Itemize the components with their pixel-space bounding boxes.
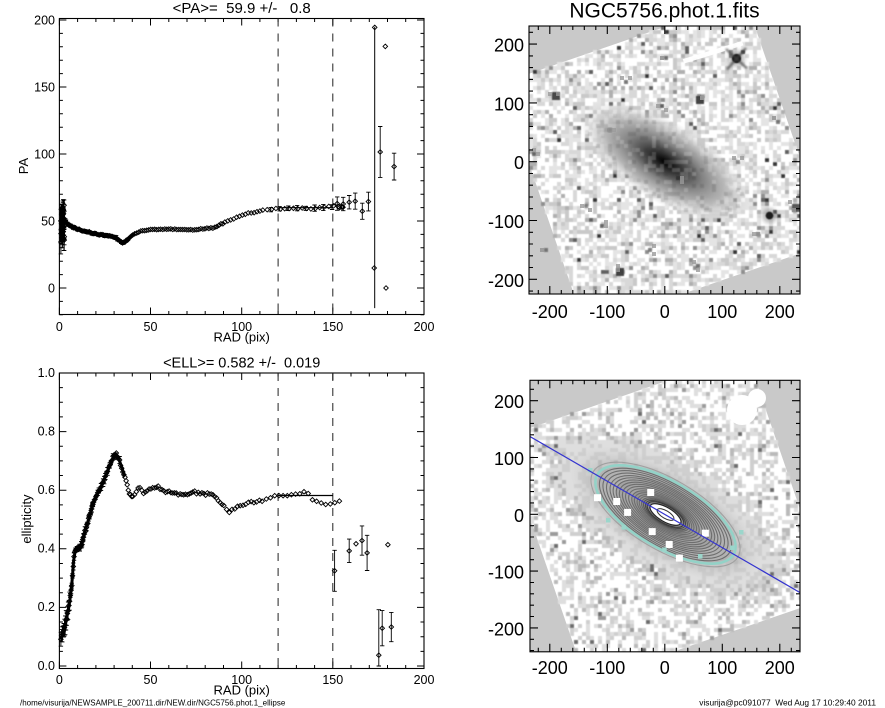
svg-text:0.8: 0.8 — [38, 424, 55, 438]
svg-text:50: 50 — [144, 320, 158, 334]
svg-text:-200: -200 — [488, 271, 524, 291]
svg-text:0: 0 — [514, 506, 524, 526]
svg-text:100: 100 — [494, 94, 524, 114]
svg-text:0: 0 — [56, 673, 63, 687]
svg-text:0: 0 — [660, 302, 670, 322]
svg-text:0: 0 — [48, 282, 55, 296]
svg-text:0.4: 0.4 — [38, 542, 55, 556]
svg-text:NGC5756.phot.1.fits: NGC5756.phot.1.fits — [569, 0, 759, 23]
svg-text:0: 0 — [514, 153, 524, 173]
svg-text:-100: -100 — [589, 658, 625, 678]
svg-text:150: 150 — [34, 81, 55, 95]
svg-text:200: 200 — [414, 673, 435, 687]
svg-text:150: 150 — [322, 320, 343, 334]
svg-text:200: 200 — [765, 658, 795, 678]
svg-text:-100: -100 — [488, 563, 524, 583]
svg-text:visurija@pc091077 Wed Aug 17: visurija@pc091077 Wed Aug 17 10:29:40 20… — [699, 698, 876, 708]
svg-text:0.0: 0.0 — [38, 659, 55, 673]
svg-text:200: 200 — [494, 36, 524, 56]
svg-text:0: 0 — [660, 658, 670, 678]
svg-text:0.2: 0.2 — [38, 600, 55, 614]
svg-text:-200: -200 — [488, 619, 524, 639]
svg-text:0: 0 — [56, 320, 63, 334]
svg-text:200: 200 — [34, 14, 55, 28]
svg-text:RAD (pix): RAD (pix) — [214, 683, 270, 698]
svg-text:1.0: 1.0 — [38, 366, 55, 380]
svg-text:-100: -100 — [488, 212, 524, 232]
svg-text:<ELL>= 0.582 +/- 0.019: <ELL>= 0.582 +/- 0.019 — [163, 356, 320, 372]
svg-text:50: 50 — [144, 673, 158, 687]
svg-text:150: 150 — [322, 673, 343, 687]
svg-text:PA: PA — [16, 157, 31, 174]
svg-text:RAD (pix): RAD (pix) — [214, 330, 270, 345]
svg-text:100: 100 — [231, 673, 252, 687]
svg-text:200: 200 — [414, 320, 435, 334]
svg-text:ellipticity: ellipticity — [19, 494, 34, 544]
svg-text:<PA>= 59.9 +/- 0.8: <PA>= 59.9 +/- 0.8 — [173, 0, 311, 17]
svg-text:200: 200 — [765, 302, 795, 322]
svg-text:-200: -200 — [532, 658, 568, 678]
svg-text:50: 50 — [41, 215, 55, 229]
svg-text:200: 200 — [494, 392, 524, 412]
svg-text:100: 100 — [494, 449, 524, 469]
svg-text:100: 100 — [231, 320, 252, 334]
svg-text:-100: -100 — [589, 302, 625, 322]
svg-text:100: 100 — [34, 148, 55, 162]
svg-text:-200: -200 — [532, 302, 568, 322]
svg-text:0.6: 0.6 — [38, 483, 55, 497]
svg-text:/home/visurija/NEWSAMPLE_20071: /home/visurija/NEWSAMPLE_200711.dir/NEW.… — [20, 699, 286, 708]
svg-text:100: 100 — [707, 302, 737, 322]
svg-text:100: 100 — [707, 658, 737, 678]
